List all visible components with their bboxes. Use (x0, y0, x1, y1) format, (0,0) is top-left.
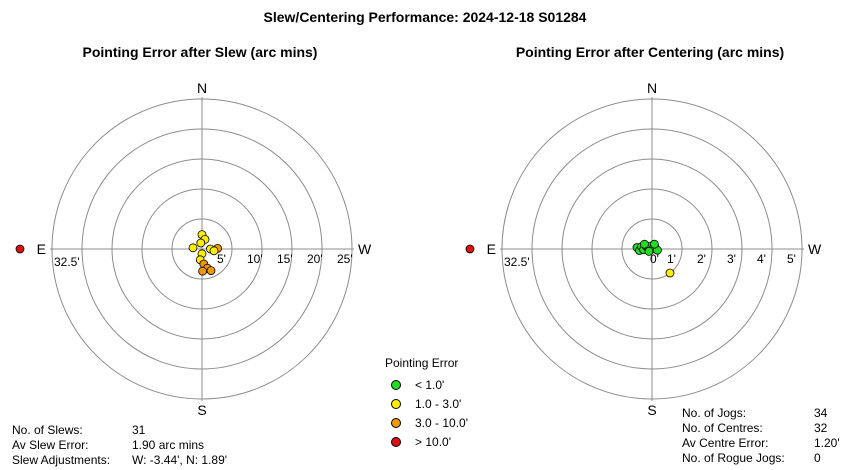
data-point (644, 246, 654, 256)
stat-row: Av Centre Error: 1.20' (682, 436, 840, 451)
centering-chart-title: Pointing Error after Centering (arc mins… (515, 44, 785, 60)
ring-label: 25' (337, 252, 353, 266)
stat-label: No. of Centres: (682, 421, 763, 435)
stat-label: Av Slew Error: (12, 438, 89, 452)
south-label: S (647, 402, 656, 418)
data-point (198, 266, 208, 276)
ring-label: 20' (307, 252, 323, 266)
north-label: N (197, 80, 207, 96)
stat-value: W: -3.44', N: 1.89' (132, 453, 228, 467)
west-label: W (358, 241, 372, 257)
stat-row: Slew Adjustments: W: -3.44', N: 1.89' (12, 453, 227, 468)
stat-row: No. of Rogue Jogs: 0 (682, 451, 840, 466)
outlier-distance-label: 32.5' (504, 255, 530, 269)
legend-item-yellow: 1.0 - 3.0' (391, 394, 468, 413)
red-dot-icon (391, 436, 401, 447)
ring-label: 5' (787, 252, 796, 266)
stat-label: Av Centre Error: (682, 436, 769, 450)
outlier-distance-label: 32.5' (54, 255, 80, 269)
stat-row: No. of Jogs: 34 (682, 406, 840, 421)
stat-label: No. of Rogue Jogs: (682, 451, 785, 465)
green-dot-icon (391, 379, 401, 390)
east-label: E (487, 241, 496, 257)
outlier-point (465, 244, 475, 254)
data-point (650, 239, 659, 249)
legend-label: < 1.0' (415, 377, 445, 392)
legend: Pointing Error < 1.0' 1.0 - 3.0' 3.0 - 1… (385, 356, 468, 451)
ring-label: 2' (697, 252, 706, 266)
legend-label: 3.0 - 10.0' (415, 415, 468, 430)
west-label: W (808, 241, 822, 257)
page-title: Slew/Centering Performance: 2024-12-18 S… (263, 9, 587, 25)
slew-stats: No. of Slews: 31 Av Slew Error: 1.90 arc… (12, 423, 227, 468)
legend-item-orange: 3.0 - 10.0' (391, 413, 468, 432)
ring-label: 5' (217, 252, 226, 266)
data-point (206, 266, 216, 276)
stat-value: 31 (132, 423, 146, 437)
north-label: N (647, 80, 657, 96)
south-label: S (197, 402, 206, 418)
ring-label: 1' (667, 252, 676, 266)
data-point (188, 243, 198, 253)
centering-polar-plot: N S W E 1' 2' 3' 4' 5' 0' 32.5' (465, 80, 822, 418)
ring-label: 15' (277, 252, 293, 266)
legend-title: Pointing Error (385, 356, 459, 370)
legend-item-green: < 1.0' (391, 375, 468, 394)
stat-value: 0 (814, 451, 821, 465)
stat-value: 1.20' (814, 436, 840, 450)
stat-row: Av Slew Error: 1.90 arc mins (12, 438, 227, 453)
stat-row: No. of Slews: 31 (12, 423, 227, 438)
stat-label: Slew Adjustments: (12, 453, 111, 467)
ring-label: 4' (757, 252, 766, 266)
data-point (640, 239, 649, 249)
center-label: 0' (650, 252, 659, 266)
ring-label: 10' (247, 252, 263, 266)
data-point (209, 246, 219, 256)
stat-row: No. of Centres: 32 (682, 421, 840, 436)
ring-label: 3' (727, 252, 736, 266)
legend-item-red: > 10.0' (391, 432, 468, 451)
legend-label: > 10.0' (415, 434, 451, 449)
stat-label: No. of Slews: (12, 423, 83, 437)
slew-chart-title: Pointing Error after Slew (arc mins) (82, 44, 318, 60)
orange-dot-icon (391, 417, 401, 428)
stat-label: No. of Jogs: (682, 406, 747, 420)
slew-polar-plot: N S W E 5' 10' 15' 20' 25' 32.5' (15, 80, 372, 418)
stat-value: 32 (814, 421, 828, 435)
outlier-point (15, 244, 25, 254)
centre-stats: No. of Jogs: 34 No. of Centres: 32 Av Ce… (682, 406, 840, 466)
stat-value: 34 (814, 406, 828, 420)
east-label: E (37, 241, 46, 257)
data-point (196, 238, 206, 248)
data-point (665, 268, 675, 278)
yellow-dot-icon (391, 398, 401, 409)
stat-value: 1.90 arc mins (132, 438, 205, 452)
legend-label: 1.0 - 3.0' (415, 396, 462, 411)
